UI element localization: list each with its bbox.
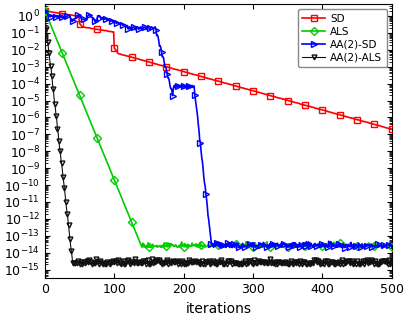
AA(2)-SD <box>129 27 133 30</box>
AA(2)-SD <box>42 9 47 13</box>
ALS <box>330 244 335 248</box>
SD <box>169 66 174 70</box>
AA(2)-SD <box>330 244 335 248</box>
AA(2)-SD <box>266 245 271 249</box>
AA(2)-ALS <box>129 260 133 264</box>
AA(2)-ALS <box>270 261 275 265</box>
SD <box>270 94 275 98</box>
Line: SD: SD <box>42 8 395 132</box>
AA(2)-SD <box>143 27 148 30</box>
SD <box>129 55 133 59</box>
AA(2)-ALS <box>330 260 335 264</box>
ALS <box>228 246 233 250</box>
Line: ALS: ALS <box>42 8 395 250</box>
Line: AA(2)-ALS: AA(2)-ALS <box>42 12 394 267</box>
Legend: SD, ALS, AA(2)-SD, AA(2)-ALS: SD, ALS, AA(2)-SD, AA(2)-ALS <box>298 9 387 67</box>
AA(2)-ALS <box>169 261 174 265</box>
SD <box>266 93 271 97</box>
SD <box>42 9 47 12</box>
SD <box>389 127 394 131</box>
X-axis label: iterations: iterations <box>185 302 251 316</box>
ALS <box>271 244 276 247</box>
Line: AA(2)-SD: AA(2)-SD <box>42 8 395 250</box>
ALS <box>389 245 394 249</box>
ALS <box>266 243 271 247</box>
AA(2)-ALS <box>143 261 148 265</box>
AA(2)-SD <box>169 86 174 90</box>
ALS <box>42 9 47 13</box>
ALS <box>143 245 148 249</box>
AA(2)-SD <box>270 242 275 246</box>
AA(2)-SD <box>360 246 365 250</box>
SD <box>143 59 148 63</box>
ALS <box>169 242 174 245</box>
AA(2)-ALS <box>389 258 394 262</box>
AA(2)-ALS <box>266 261 271 265</box>
AA(2)-ALS <box>42 13 47 17</box>
AA(2)-ALS <box>308 263 313 267</box>
SD <box>330 111 335 115</box>
AA(2)-SD <box>389 245 394 249</box>
ALS <box>129 219 133 222</box>
